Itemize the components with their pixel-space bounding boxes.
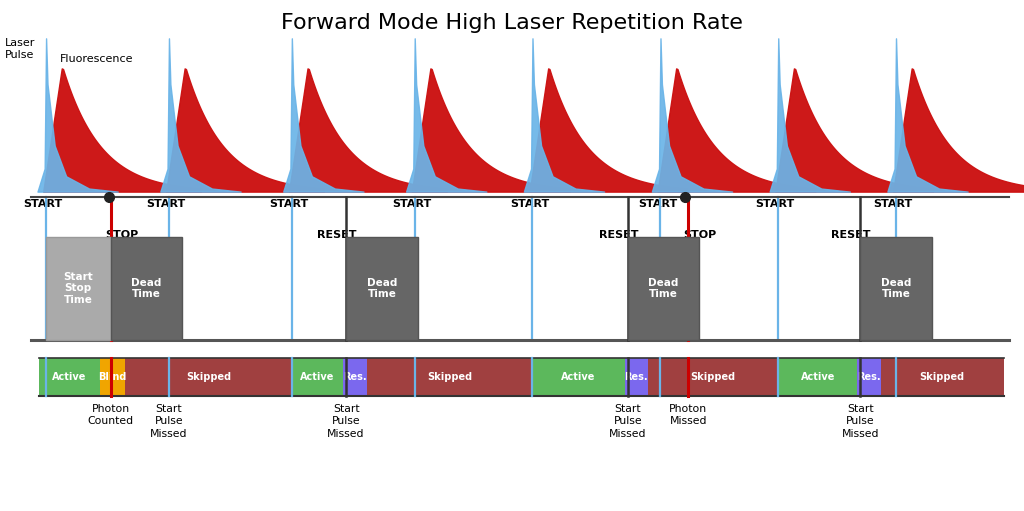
Bar: [111, 237, 182, 340]
Bar: [628, 237, 699, 340]
Text: RESET: RESET: [317, 230, 357, 240]
Text: Laser
Pulse: Laser Pulse: [5, 38, 36, 60]
Text: Skipped: Skipped: [185, 372, 231, 382]
Text: STOP: STOP: [105, 230, 138, 240]
Text: STOP: STOP: [683, 230, 716, 240]
Text: Blind: Blind: [98, 372, 127, 382]
Text: Photon
Counted: Photon Counted: [87, 404, 134, 427]
Bar: [367, 358, 532, 396]
Bar: [46, 237, 111, 340]
Text: Start
Pulse
Missed: Start Pulse Missed: [842, 404, 879, 439]
Text: START: START: [269, 199, 308, 210]
Bar: [625, 358, 648, 396]
Text: START: START: [510, 199, 549, 210]
Text: Forward Mode High Laser Repetition Rate: Forward Mode High Laser Repetition Rate: [281, 13, 743, 33]
Text: START: START: [756, 199, 795, 210]
Text: Dead
Time: Dead Time: [881, 277, 911, 299]
Text: Start
Pulse
Missed: Start Pulse Missed: [151, 404, 187, 439]
Bar: [100, 358, 125, 396]
Text: Start
Stop
Time: Start Stop Time: [63, 272, 93, 305]
Text: Start
Pulse
Missed: Start Pulse Missed: [328, 404, 365, 439]
Text: START: START: [392, 199, 431, 210]
Bar: [343, 358, 367, 396]
Text: Active: Active: [561, 372, 596, 382]
Text: Skipped: Skipped: [920, 372, 965, 382]
Text: START: START: [24, 199, 62, 210]
Text: START: START: [873, 199, 912, 210]
Bar: [857, 358, 881, 396]
Text: RESET: RESET: [831, 230, 871, 240]
Bar: [292, 358, 343, 396]
Text: Active: Active: [801, 372, 835, 382]
Bar: [860, 237, 932, 340]
Text: RESET: RESET: [599, 230, 639, 240]
Text: START: START: [146, 199, 185, 210]
Text: Dead
Time: Dead Time: [648, 277, 679, 299]
Bar: [125, 358, 292, 396]
Text: Dead
Time: Dead Time: [367, 277, 397, 299]
Text: START: START: [638, 199, 677, 210]
Text: Photon
Missed: Photon Missed: [669, 404, 708, 427]
Text: Res.: Res.: [343, 372, 367, 382]
Text: Res.: Res.: [857, 372, 881, 382]
Bar: [346, 237, 418, 340]
Bar: [778, 358, 857, 396]
Bar: [39, 358, 100, 396]
Bar: [881, 358, 1004, 396]
Bar: [648, 358, 778, 396]
Text: Active: Active: [52, 372, 87, 382]
Text: Skipped: Skipped: [690, 372, 736, 382]
Text: Skipped: Skipped: [427, 372, 472, 382]
Text: Fluorescence: Fluorescence: [59, 54, 133, 64]
Text: Res.: Res.: [625, 372, 648, 382]
Text: Dead
Time: Dead Time: [131, 277, 162, 299]
Text: Active: Active: [300, 372, 335, 382]
Text: Start
Pulse
Missed: Start Pulse Missed: [609, 404, 646, 439]
Bar: [532, 358, 625, 396]
